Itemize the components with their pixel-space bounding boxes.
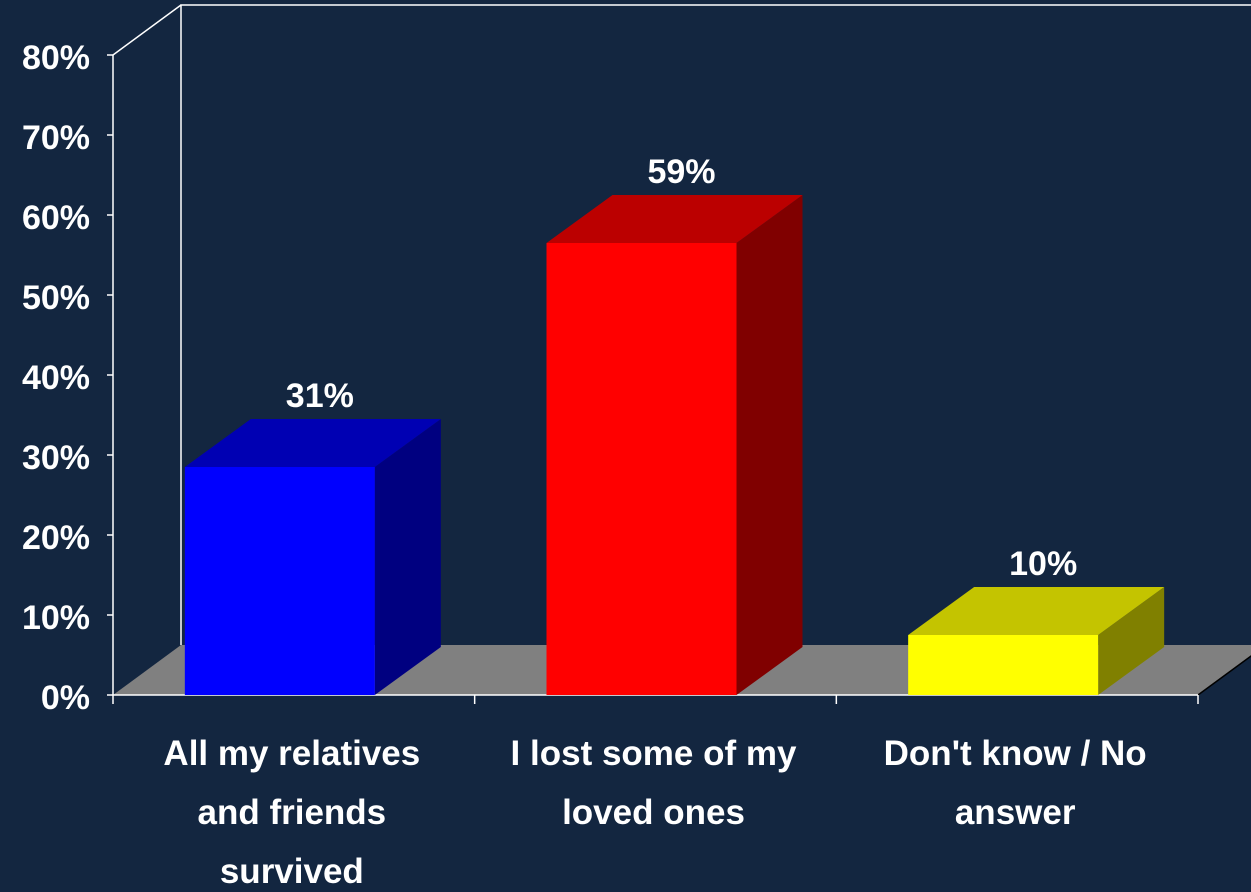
y-tick-label: 30% bbox=[22, 439, 90, 477]
bar-front bbox=[908, 635, 1099, 695]
y-tick-label: 80% bbox=[22, 39, 90, 77]
category-label: loved ones bbox=[562, 793, 745, 832]
bar-top bbox=[184, 419, 441, 467]
bar bbox=[908, 587, 1165, 695]
bar-front bbox=[546, 243, 737, 695]
category-label: I lost some of my bbox=[511, 734, 797, 773]
bar-top bbox=[546, 195, 803, 243]
y-tick-label: 70% bbox=[22, 119, 90, 157]
chart-bars bbox=[184, 195, 1165, 695]
y-tick-label: 20% bbox=[22, 519, 90, 557]
category-label: All my relatives bbox=[163, 734, 420, 773]
bar-front bbox=[184, 467, 375, 695]
category-label: and friends bbox=[198, 793, 387, 832]
bar-data-label: 31% bbox=[286, 377, 354, 415]
floor-right-edge bbox=[1197, 655, 1251, 696]
bar-data-label: 59% bbox=[647, 153, 715, 191]
chart-labels: 0% 10% 20% 30% 40% 50% 60% 70% 80% 31% All my rela… bbox=[22, 39, 1147, 891]
bar-side bbox=[736, 195, 803, 695]
category-label: Don't know / No bbox=[884, 734, 1147, 773]
y-tick-label: 0% bbox=[41, 679, 90, 717]
left-wall-top-edge bbox=[112, 4, 182, 56]
y-tick-label: 50% bbox=[22, 279, 90, 317]
bar-side bbox=[374, 419, 441, 695]
bar bbox=[546, 195, 803, 695]
bar bbox=[184, 419, 441, 695]
bar-side bbox=[1098, 587, 1165, 695]
category-label: answer bbox=[955, 793, 1076, 832]
y-tick-label: 40% bbox=[22, 359, 90, 397]
category-label: survived bbox=[220, 852, 364, 887]
bar-top bbox=[908, 587, 1165, 635]
bar-data-label: 10% bbox=[1009, 545, 1077, 583]
y-tick-label: 10% bbox=[22, 599, 90, 637]
y-tick-label: 60% bbox=[22, 199, 90, 237]
